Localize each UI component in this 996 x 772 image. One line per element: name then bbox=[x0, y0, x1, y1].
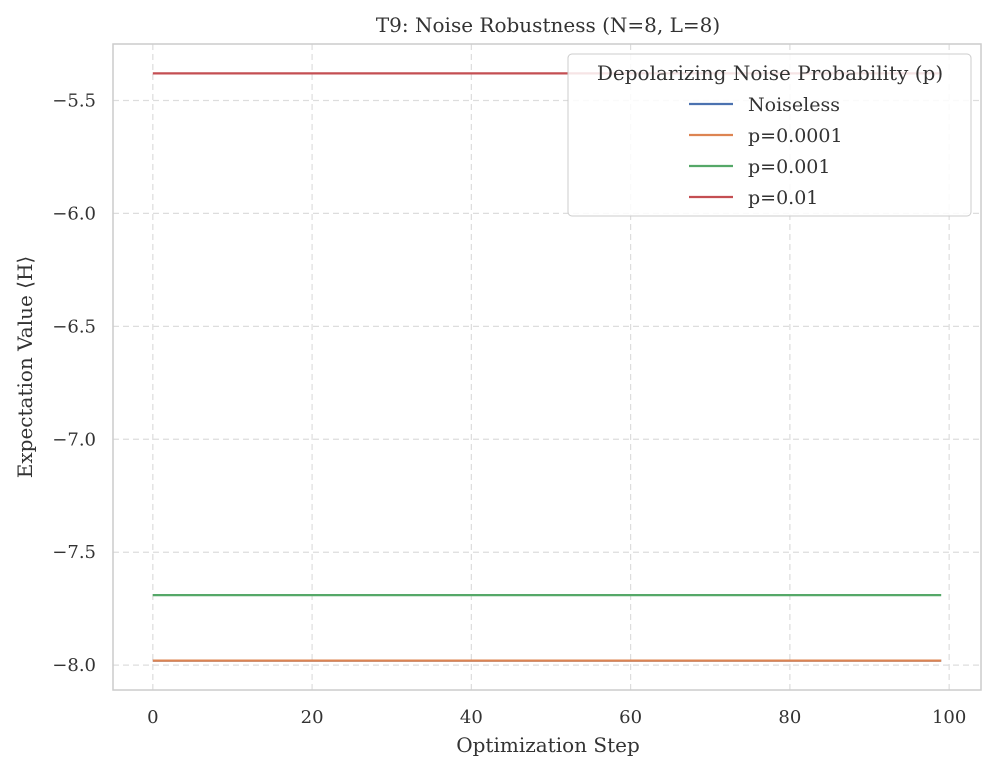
legend: Depolarizing Noise Probability (p) Noise… bbox=[567, 53, 972, 217]
x-axis-label: Optimization Step bbox=[456, 733, 640, 757]
legend-label-2: p=0.001 bbox=[748, 156, 830, 178]
y-tick-label: −8.0 bbox=[52, 655, 96, 676]
x-tick-label: 80 bbox=[778, 707, 801, 728]
legend-label-0: Noiseless bbox=[748, 94, 840, 116]
y-tick-labels: −8.0 −7.5 −7.0 −6.5 −6.0 −5.5 bbox=[52, 90, 96, 676]
y-axis-label: Expectation Value ⟨H⟩ bbox=[13, 256, 37, 478]
legend-title: Depolarizing Noise Probability (p) bbox=[597, 61, 943, 85]
legend-items: Noiseless p=0.0001 p=0.001 p=0.01 bbox=[689, 94, 843, 209]
grid bbox=[113, 44, 981, 690]
y-tick-label: −7.5 bbox=[52, 542, 96, 563]
legend-label-3: p=0.01 bbox=[748, 187, 818, 209]
y-tick-label: −6.5 bbox=[52, 316, 96, 337]
x-tick-labels: 0 20 40 60 80 100 bbox=[147, 707, 966, 728]
x-tick-label: 40 bbox=[460, 707, 483, 728]
x-tick-label: 60 bbox=[619, 707, 642, 728]
y-tick-label: −7.0 bbox=[52, 429, 96, 450]
plot-frame bbox=[112, 43, 982, 691]
chart-title: T9: Noise Robustness (N=8, L=8) bbox=[376, 13, 720, 37]
x-tick-label: 100 bbox=[932, 707, 966, 728]
x-tick-label: 0 bbox=[147, 707, 158, 728]
legend-box bbox=[567, 53, 972, 217]
x-tick-label: 20 bbox=[301, 707, 324, 728]
y-tick-label: −6.0 bbox=[52, 203, 96, 224]
y-tick-label: −5.5 bbox=[52, 90, 96, 111]
legend-label-1: p=0.0001 bbox=[748, 125, 843, 147]
